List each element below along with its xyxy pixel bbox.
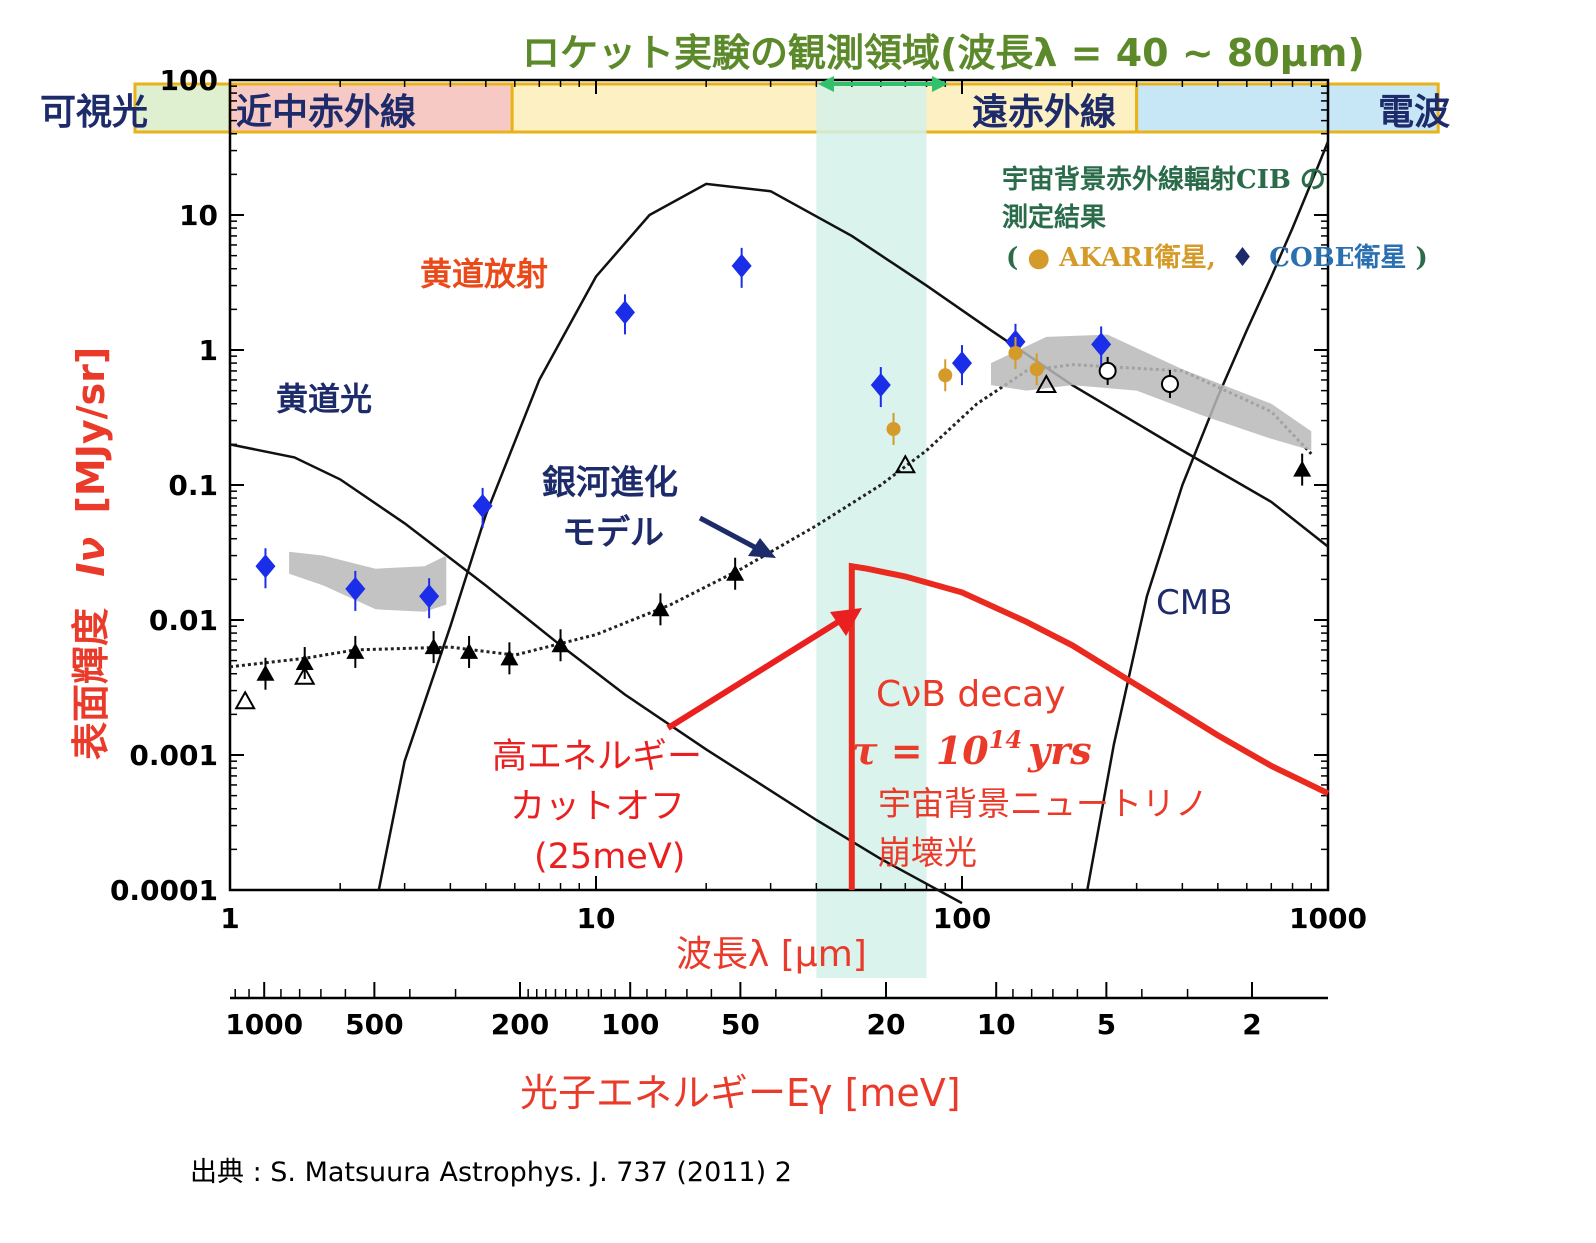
point-circle-open [1098,361,1117,380]
y-tick-label: 0.01 [149,604,218,637]
band-0 [133,82,232,134]
point-circle [886,421,901,436]
label-zodiacal-emission: 黄道放射 [420,255,548,293]
x-tick-label: 1000 [1289,902,1367,935]
point-diamond [870,373,891,398]
point-circle-open [1160,374,1179,393]
point-circle [938,368,953,383]
y-axis-unit: [MJy/sr] [69,347,113,514]
plot-frame [228,78,1330,892]
galaxy-model-arrow [698,515,776,558]
point-triangle [256,664,275,681]
cobe-legend: COBE衛星 [1269,243,1406,273]
point-diamond [614,300,635,325]
energy-tick-label: 1000 [225,1008,303,1041]
x-tick-label: 10 [577,902,616,935]
wavelength-bands: 可視光 近中赤外線 遠赤外線 電波 [40,82,1450,134]
energy-tick-label: 50 [721,1008,760,1041]
band-label-3: 電波 [1378,92,1450,133]
y-tick-label: 100 [160,64,218,97]
label-galaxy-model-2: モデル [562,513,664,553]
label-cutoff-2: カットオフ [510,787,685,827]
label-cib-2: 測定結果 [1002,202,1106,233]
point-triangle-open [1035,374,1058,394]
point-triangle [460,642,479,659]
akari-legend: ● AKARI衛星, [1027,243,1215,273]
rocket-range-arrow [818,76,948,92]
point-diamond [731,253,752,278]
point-diamond [1091,332,1112,357]
cobe-legend-marker: ♦ [1231,243,1254,273]
point-triangle [295,654,314,671]
point-diamond [952,351,972,376]
x-tick-label: 100 [933,902,991,935]
point-diamond [472,493,493,518]
label-cmb: CMB [1156,583,1232,623]
y-axis-title: 表面輝度 Iν [MJy/sr] [69,347,113,760]
point-triangle-open [293,665,316,685]
nir-uncertainty-band [289,551,447,612]
y-tick-label: 10 [179,199,218,232]
label-cvb-decay: CνB decay [876,674,1066,715]
point-triangle [500,649,519,666]
point-diamond [255,554,276,579]
label-cib-1: 宇宙背景赤外線輻射CIB の [1002,164,1326,195]
label-cib-3: ( ● AKARI衛星, ♦ COBE衛星 ) [1006,243,1428,273]
point-triangle [346,642,365,659]
band-label-0: 可視光 [40,92,148,133]
axes: 0.0001 0.001 0.01 0.1 1 10 100 1 10 100 1000 1000 50… [110,64,1367,1041]
label-galaxy-model-1: 銀河進化 [542,463,678,503]
point-triangle [551,636,570,653]
x-axis-label: 波長λ [μm] [676,934,867,975]
y-tick-label: 0.001 [129,739,218,772]
point-triangle-open [234,690,256,710]
point-triangle [1293,460,1312,477]
y-tick-label: 1 [199,334,218,367]
cmb-curve [1086,141,1330,891]
band-3 [1135,82,1440,134]
cutoff-arrow [666,608,862,731]
point-diamond [345,576,366,601]
energy-tick-label: 500 [345,1008,403,1041]
energy-tick-label: 100 [601,1008,659,1041]
data-points [234,247,1312,710]
source-citation: 出典 : S. Matsuura Astrophys. J. 737 (2011… [190,1157,792,1188]
band-1 [228,82,514,134]
band-label-1: 近中赤外線 [236,92,416,133]
point-triangle [424,638,443,655]
point-circle [1008,346,1023,361]
energy-tick-label: 10 [977,1008,1016,1041]
point-triangle-open [894,454,917,474]
energy-tick-label: 5 [1097,1008,1116,1041]
energy-tick-label: 200 [491,1008,549,1041]
y-tick-label: 0.0001 [110,874,218,907]
x2-axis-label: 光子エネルギーEγ [meV] [520,1071,961,1115]
label-tau: τ = 1014 yrs [852,725,1092,773]
cvb-decay-curve [848,562,1330,890]
label-cutoff-1: 高エネルギー [492,737,702,777]
label-neutrino-2: 崩壊光 [878,833,977,872]
point-triangle [651,600,670,617]
label-zodiacal-light: 黄道光 [276,380,372,418]
label-cutoff-3: (25meV) [534,837,685,877]
zodiacal-emission-curve [377,182,1329,891]
y-axis-symbol: Iν [69,537,113,577]
chart-title: ロケット実験の観測領域(波長λ = 40 ~ 80μm) [522,31,1365,75]
energy-tick-label: 20 [867,1008,906,1041]
point-triangle [726,564,745,581]
rocket-band [816,84,927,978]
energy-tick-label: 2 [1242,1008,1261,1041]
y-tick-label: 0.1 [168,469,218,502]
x-tick-label: 1 [220,902,239,935]
label-neutrino-1: 宇宙背景ニュートリノ [878,784,1208,823]
fir-uncertainty-band [991,334,1312,451]
y-axis-label: 表面輝度 [69,608,113,760]
point-circle [1029,362,1044,377]
band-label-2: 遠赤外線 [972,92,1116,133]
point-diamond [419,584,440,609]
